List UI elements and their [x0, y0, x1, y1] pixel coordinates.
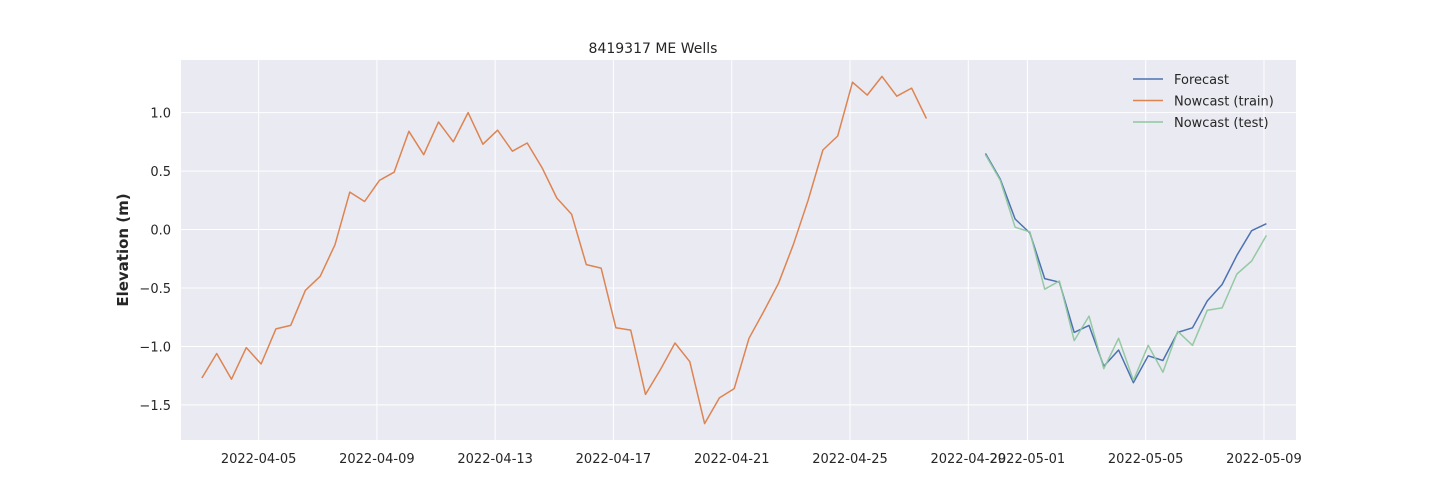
x-tick-label: 2022-04-29: [930, 452, 1006, 467]
x-tick-label: 2022-04-21: [694, 452, 770, 467]
legend-label-nowcast-train: Nowcast (train): [1174, 95, 1274, 110]
y-tick-label: 1.0: [150, 107, 171, 122]
y-tick-label: −1.5: [139, 399, 171, 414]
x-axis: 2022-04-05 2022-04-09 2022-04-13 2022-04-17…: [221, 452, 1302, 467]
y-tick-label: −0.5: [139, 282, 171, 297]
grid: [181, 60, 1296, 440]
x-tick-label: 2022-04-09: [339, 452, 415, 467]
y-tick-label: 0.5: [150, 165, 171, 180]
x-tick-label: 2022-05-09: [1226, 452, 1302, 467]
legend-label-nowcast-test: Nowcast (test): [1174, 116, 1269, 131]
x-tick-label: 2022-04-17: [576, 452, 652, 467]
y-tick-label: −1.0: [139, 340, 171, 355]
series-line-nowcast-train: [201, 75, 928, 425]
x-tick-label: 2022-05-05: [1108, 452, 1184, 467]
y-tick-label: 0.0: [150, 224, 171, 239]
legend-label-forecast: Forecast: [1174, 73, 1229, 88]
y-axis: −1.5 −1.0 −0.5 0.0 0.5 1.0: [139, 107, 171, 414]
series-layer: [201, 75, 1268, 425]
x-tick-label: 2022-04-05: [221, 452, 297, 467]
x-tick-label: 2022-04-13: [457, 452, 533, 467]
chart-title: 8419317 ME Wells: [589, 41, 718, 57]
legend: Forecast Nowcast (train) Nowcast (test): [1133, 73, 1274, 131]
series-line-nowcast-test: [984, 154, 1268, 382]
x-tick-label: 2022-04-25: [812, 452, 888, 467]
x-tick-label: 2022-05-01: [990, 452, 1066, 467]
plot-area: [181, 60, 1296, 440]
y-axis-label: Elevation (m): [114, 193, 132, 306]
